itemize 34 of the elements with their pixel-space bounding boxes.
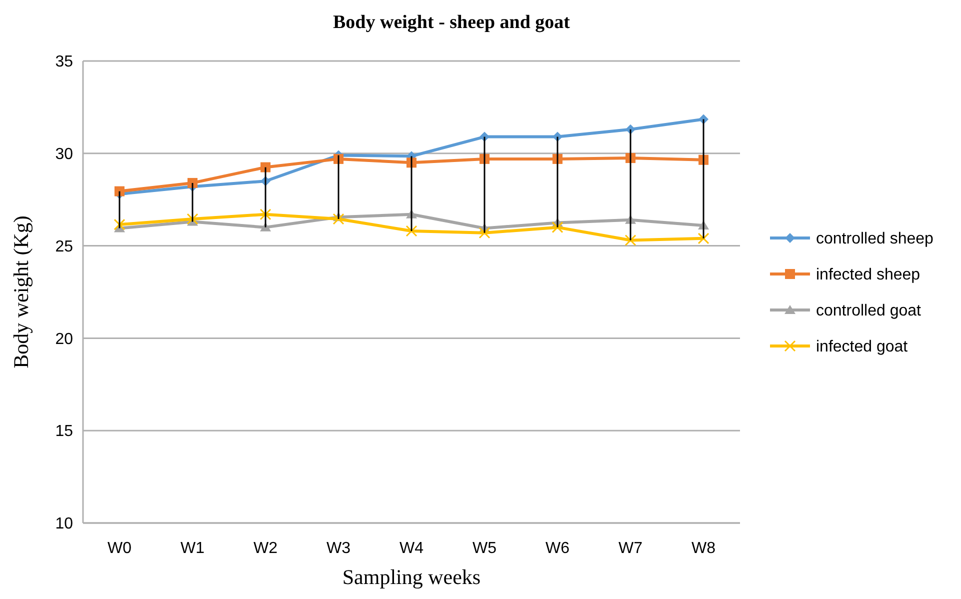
y-tick-label: 10 (55, 516, 74, 533)
point (186, 213, 198, 225)
point (188, 178, 198, 188)
legend-label: infected goat (816, 338, 908, 356)
legend-label: controlled goat (816, 302, 922, 320)
point (114, 218, 126, 230)
x-axis-title: Sampling weeks (342, 565, 481, 589)
point (260, 162, 270, 172)
y-tick-label: 15 (55, 423, 74, 440)
x-tick-label: W7 (618, 540, 643, 557)
x-tick-label: W4 (400, 540, 424, 557)
y-tick-label: 30 (55, 146, 74, 163)
y-axis-title: Body weight (Kg) (9, 216, 33, 368)
point (406, 225, 418, 237)
x-tick-label: W8 (692, 540, 716, 557)
x-tick-label: W5 (472, 540, 497, 557)
y-tick-label: 20 (55, 330, 74, 348)
point (114, 186, 124, 196)
point (478, 227, 490, 239)
chart-title: Body weight - sheep and goat (333, 12, 571, 33)
point (698, 232, 710, 244)
point (260, 208, 272, 220)
x-tick-label: W3 (326, 540, 351, 557)
legend-label: controlled sheep (816, 230, 934, 248)
legend-label: infected sheep (816, 266, 920, 284)
x-tick-label: W0 (108, 540, 132, 557)
point (624, 234, 636, 246)
x-tick-label: W2 (254, 540, 278, 557)
y-tick-label: 35 (55, 54, 74, 71)
x-tick-label: W1 (180, 540, 205, 557)
point (332, 213, 344, 225)
y-tick-label: 25 (55, 238, 74, 256)
point (552, 222, 564, 234)
x-tick-label: W6 (546, 540, 570, 557)
